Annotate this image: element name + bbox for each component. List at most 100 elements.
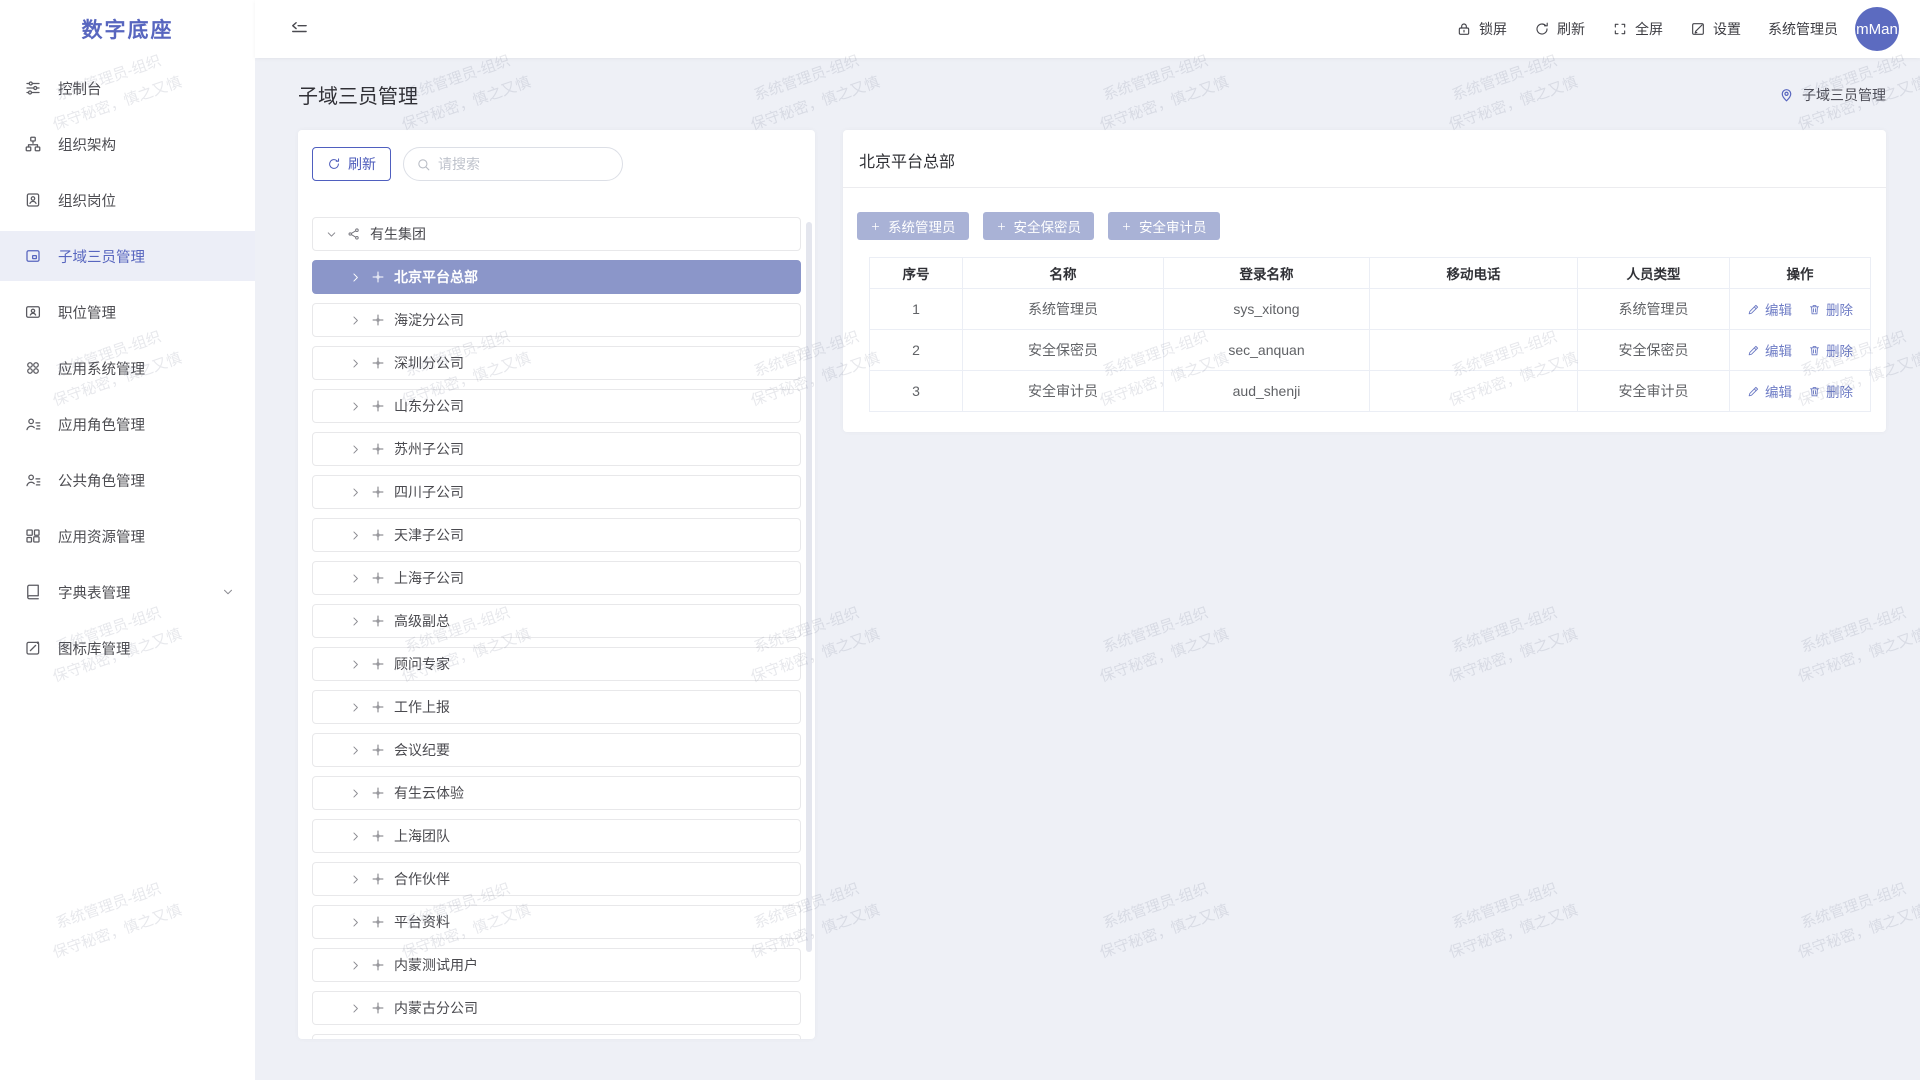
tree-node[interactable]: 高级副总 bbox=[312, 604, 801, 638]
sidebar-item[interactable]: 字典表管理 bbox=[0, 567, 255, 617]
chevron-right-icon[interactable] bbox=[349, 830, 362, 843]
edit-link-label: 编辑 bbox=[1765, 344, 1792, 359]
chevron-right-icon[interactable] bbox=[349, 443, 362, 456]
tree-node-label: 上海团队 bbox=[394, 828, 450, 844]
cell-actions: 编辑 删除 bbox=[1729, 329, 1871, 371]
add-role-button[interactable]: 系统管理员 bbox=[857, 212, 969, 240]
delete-link[interactable]: 删除 bbox=[1808, 299, 1853, 319]
sidebar: 数字底座 控制台 组织架构 组织岗位 bbox=[0, 0, 255, 1080]
tree-node[interactable]: 深圳分公司 bbox=[312, 346, 801, 380]
cell-name: 安全保密员 bbox=[962, 329, 1164, 371]
topbar-action-label: 设置 bbox=[1713, 21, 1741, 37]
topbar-action-label: 全屏 bbox=[1635, 21, 1663, 37]
tree-node[interactable]: 有生云体验 bbox=[312, 776, 801, 810]
tree-children: 北京平台总部 海淀分公司 bbox=[312, 260, 801, 1039]
tree-node[interactable]: 内蒙测试用户 bbox=[312, 948, 801, 982]
table-row: 2 安全保密员 sec_anquan 安全保密员 编辑 删除 bbox=[869, 329, 1871, 371]
sidebar-item[interactable]: 公共角色管理 bbox=[0, 455, 255, 505]
sidebar-item[interactable]: 组织架构 bbox=[0, 119, 255, 169]
chevron-right-icon[interactable] bbox=[349, 916, 362, 929]
tree-node[interactable]: 北京平台总部 bbox=[312, 260, 801, 294]
sidebar-item[interactable]: 图标库管理 bbox=[0, 623, 255, 673]
edit-link[interactable]: 编辑 bbox=[1747, 340, 1792, 360]
cell-login: aud_shenji bbox=[1163, 370, 1370, 412]
chevron-right-icon[interactable] bbox=[349, 529, 362, 542]
topbar-action[interactable]: 设置 bbox=[1690, 19, 1741, 39]
sidebar-item[interactable]: 应用角色管理 bbox=[0, 399, 255, 449]
sidebar-item[interactable]: 应用资源管理 bbox=[0, 511, 255, 561]
chevron-right-icon[interactable] bbox=[349, 615, 362, 628]
edit-link[interactable]: 编辑 bbox=[1747, 381, 1792, 401]
tree-node[interactable]: 工作上报 bbox=[312, 690, 801, 724]
sidebar-item[interactable]: 应用系统管理 bbox=[0, 343, 255, 393]
tree-node[interactable]: 天津子公司 bbox=[312, 518, 801, 552]
sidebar-item[interactable]: 控制台 bbox=[0, 63, 255, 113]
tree-scrollbar[interactable] bbox=[806, 222, 812, 952]
tree-node[interactable]: 平台资料 bbox=[312, 905, 801, 939]
topbar-action[interactable]: 全屏 bbox=[1612, 19, 1663, 39]
cell-login: sys_xitong bbox=[1163, 288, 1370, 330]
sidebar-item[interactable]: 组织岗位 bbox=[0, 175, 255, 225]
chevron-right-icon[interactable] bbox=[349, 959, 362, 972]
tree-node[interactable]: 顾问专家 bbox=[312, 647, 801, 681]
chevron-right-icon[interactable] bbox=[349, 400, 362, 413]
edit-link[interactable]: 编辑 bbox=[1747, 299, 1792, 319]
tree-node[interactable]: 四川子公司 bbox=[312, 475, 801, 509]
org-branch-icon bbox=[371, 700, 385, 714]
sidebar-item-label: 公共角色管理 bbox=[58, 473, 145, 490]
search-input[interactable] bbox=[438, 156, 619, 172]
edit-link-label: 编辑 bbox=[1765, 385, 1792, 400]
chevron-right-icon[interactable] bbox=[349, 357, 362, 370]
add-role-button[interactable]: 安全审计员 bbox=[1108, 212, 1220, 240]
current-user-name[interactable]: 系统管理员 bbox=[1768, 21, 1838, 37]
sidebar-item[interactable]: 子域三员管理 bbox=[0, 231, 255, 281]
topbar-action[interactable]: 刷新 bbox=[1534, 19, 1585, 39]
chevron-right-icon[interactable] bbox=[349, 744, 362, 757]
chevron-right-icon[interactable] bbox=[349, 572, 362, 585]
tree-node-label: 四川子公司 bbox=[394, 484, 464, 500]
chevron-right-icon[interactable] bbox=[349, 701, 362, 714]
sidebar-item[interactable]: 职位管理 bbox=[0, 287, 255, 337]
tree-node[interactable]: 上海子公司 bbox=[312, 561, 801, 595]
tree-node[interactable]: 苏州子公司 bbox=[312, 432, 801, 466]
table-header-cell: 移动电话 bbox=[1369, 257, 1578, 289]
tree-node[interactable]: 管理员组 bbox=[312, 1034, 801, 1039]
tree-node[interactable]: 海淀分公司 bbox=[312, 303, 801, 337]
org-tree: 有生集团 北京平台总部 bbox=[312, 217, 801, 1039]
tree-node-label: 上海子公司 bbox=[394, 570, 464, 586]
add-role-button[interactable]: 安全保密员 bbox=[982, 212, 1094, 240]
avatar[interactable]: mMan bbox=[1855, 7, 1899, 51]
tree-node-label: 苏州子公司 bbox=[394, 441, 464, 457]
chevron-right-icon[interactable] bbox=[349, 658, 362, 671]
tree-node[interactable]: 山东分公司 bbox=[312, 389, 801, 423]
tree-node[interactable]: 合作伙伴 bbox=[312, 862, 801, 896]
chevron-right-icon[interactable] bbox=[349, 271, 362, 284]
chevron-right-icon[interactable] bbox=[349, 314, 362, 327]
table-header-row: 序号 名称 登录名称 移动电话 人员类型 操作 bbox=[869, 257, 1871, 289]
cell-name: 安全审计员 bbox=[962, 370, 1164, 412]
tree-node[interactable]: 会议纪要 bbox=[312, 733, 801, 767]
topbar-action[interactable]: 锁屏 bbox=[1456, 19, 1507, 39]
org-branch-icon bbox=[371, 485, 385, 499]
tree-node[interactable]: 上海团队 bbox=[312, 819, 801, 853]
chevron-right-icon[interactable] bbox=[349, 873, 362, 886]
cell-name: 系统管理员 bbox=[962, 288, 1164, 330]
delete-link[interactable]: 删除 bbox=[1808, 340, 1853, 360]
cell-phone bbox=[1369, 288, 1578, 330]
chevron-down-icon[interactable] bbox=[325, 228, 338, 241]
chevron-right-icon[interactable] bbox=[349, 1002, 362, 1015]
sidebar-menu: 控制台 组织架构 组织岗位 子域三员管理 bbox=[0, 58, 255, 673]
menu-fold-icon[interactable] bbox=[289, 19, 309, 39]
refresh-button[interactable]: 刷新 bbox=[312, 147, 391, 181]
chevron-right-icon[interactable] bbox=[349, 486, 362, 499]
topbar-action-icon bbox=[1456, 21, 1472, 37]
tree-node-label: 平台资料 bbox=[394, 914, 450, 930]
delete-link[interactable]: 删除 bbox=[1808, 381, 1853, 401]
sidebar-item-icon bbox=[24, 359, 42, 377]
chevron-right-icon[interactable] bbox=[349, 787, 362, 800]
tree-root-node[interactable]: 有生集团 bbox=[312, 217, 801, 251]
trash-icon bbox=[1808, 385, 1821, 398]
tree-node[interactable]: 内蒙古分公司 bbox=[312, 991, 801, 1025]
sidebar-item-label: 应用资源管理 bbox=[58, 529, 145, 546]
tree-node-label: 内蒙古分公司 bbox=[394, 1000, 478, 1016]
